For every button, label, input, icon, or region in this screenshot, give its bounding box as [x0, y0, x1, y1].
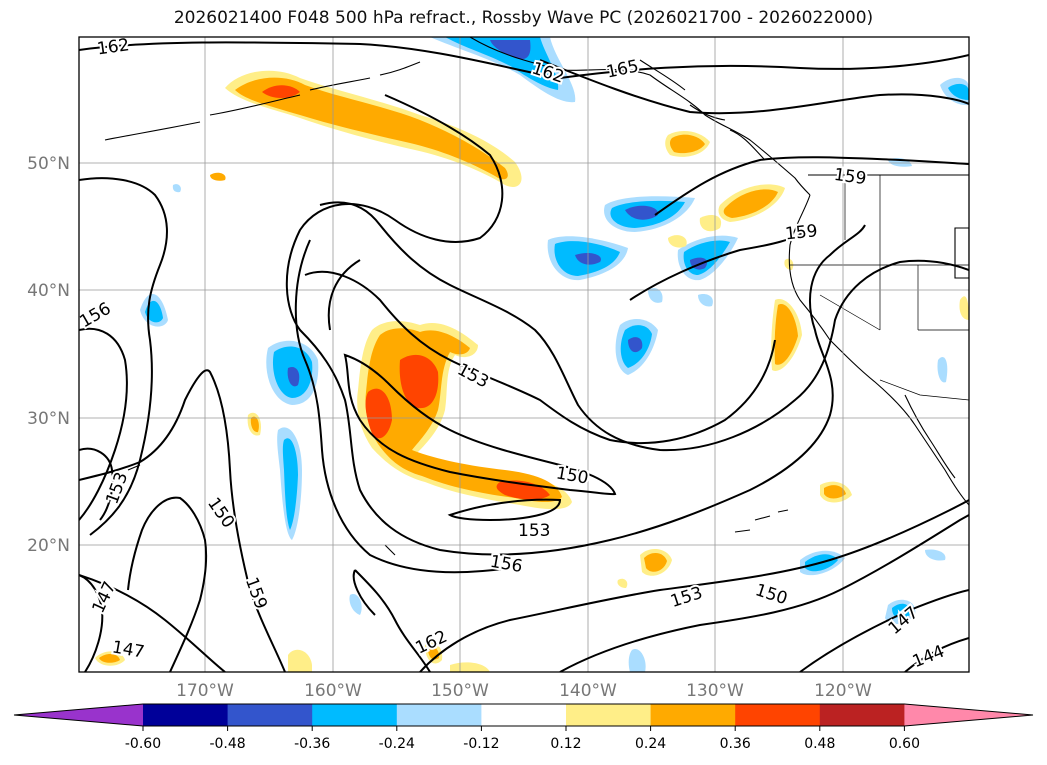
alaska-coast: [469, 37, 811, 196]
colorbar-bin: [819, 704, 905, 726]
aleutian-islands: [104, 61, 421, 141]
contour-144: [904, 637, 969, 672]
contour-162-north: [79, 41, 969, 80]
grid-layer: [79, 37, 969, 672]
shading-layer: [95, 37, 969, 672]
contour-153: [79, 227, 969, 672]
lon-label-160w: 160°W: [304, 681, 362, 701]
lon-label-140w: 140°W: [559, 681, 617, 701]
contour-layer: [79, 41, 969, 672]
map-area: [79, 37, 969, 672]
lat-label-40n: 40°N: [27, 281, 70, 301]
lon-labels: 170°W 160°W 150°W 140°W 130°W 120°W: [176, 681, 872, 701]
contour-165: [539, 59, 969, 115]
contour-150: [79, 353, 969, 672]
contour-label-153-s: 153: [518, 521, 550, 541]
colorbar-tick-label: -0.12: [463, 736, 499, 752]
colorbar-tick-label: 0.24: [635, 736, 666, 752]
coastline-layer: [104, 37, 969, 556]
lon-label-120w: 120°W: [814, 681, 872, 701]
state-border-1: [790, 175, 969, 331]
contour-147: [79, 496, 969, 672]
west-coast: [788, 194, 969, 506]
colorbar: -0.60 -0.48 -0.36 -0.24 -0.12 0.12 0.24 0.36 0.4…: [13, 703, 1034, 752]
colorbar-bin: [143, 704, 229, 726]
colorbar-tick-label: 0.36: [720, 736, 751, 752]
colorbar-tick-label: -0.36: [294, 736, 330, 752]
colorbar-bin: [227, 704, 313, 726]
colorbar-tick-label: 0.48: [804, 736, 835, 752]
contour-156: [79, 201, 969, 672]
hawaii-islands: [127, 464, 789, 556]
colorbar-extend-max: [904, 704, 1033, 726]
lon-label-150w: 150°W: [431, 681, 489, 701]
lat-label-30n: 30°N: [27, 409, 70, 429]
contour-loop-sw: [352, 569, 431, 672]
mexico-border: [879, 379, 969, 401]
colorbar-tick-label: -0.48: [209, 736, 245, 752]
baja-coast: [904, 394, 956, 479]
colorbar-tick-label: 0.12: [550, 736, 581, 752]
lon-label-130w: 130°W: [686, 681, 744, 701]
lat-label-50n: 50°N: [27, 154, 70, 174]
colorbar-bin: [566, 704, 652, 726]
colorbar-tick-label: 0.60: [889, 736, 920, 752]
colorbar-tick-label: -0.60: [125, 736, 161, 752]
lat-labels: 50°N 40°N 30°N 20°N: [27, 154, 70, 556]
lon-label-170w: 170°W: [176, 681, 234, 701]
contour-label-159-e2: 159: [784, 221, 818, 244]
lat-label-20n: 20°N: [27, 536, 70, 556]
contour-label-162-nw: 162: [96, 35, 131, 59]
colorbar-bin: [481, 704, 567, 726]
contour-159: [79, 94, 969, 556]
colorbar-extend-min: [14, 704, 143, 726]
colorbar-bin: [312, 704, 398, 726]
colorbar-tick-label: -0.24: [379, 736, 415, 752]
map-frame: [78, 36, 970, 673]
colorbar-bin: [650, 704, 736, 726]
colorbar-bin: [396, 704, 482, 726]
colorbar-bin: [735, 704, 821, 726]
map-title: 2026021400 F048 500 hPa refract., Rossby…: [173, 8, 874, 28]
